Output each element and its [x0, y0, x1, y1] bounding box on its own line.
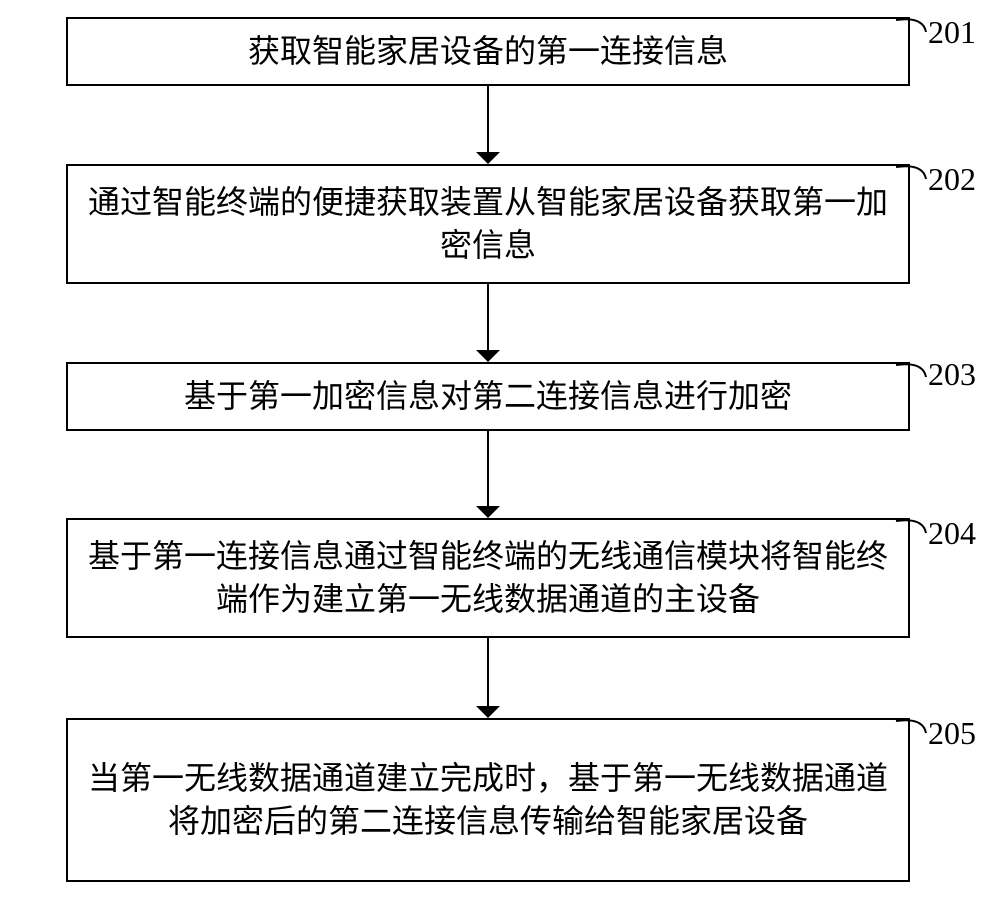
flow-arrow-head-icon [476, 706, 500, 718]
flowchart-canvas: 获取智能家居设备的第一连接信息 201 通过智能终端的便捷获取装置从智能家居设备获取… [0, 0, 1000, 899]
flow-arrow-line [487, 431, 489, 506]
flow-node-label-n2: 202 [928, 161, 976, 198]
flow-node-label-n5: 205 [928, 715, 976, 752]
flow-node-n1: 获取智能家居设备的第一连接信息 [66, 17, 910, 86]
flow-node-n2: 通过智能终端的便捷获取装置从智能家居设备获取第一加密信息 [66, 164, 910, 284]
flow-node-text: 当第一无线数据通道建立完成时，基于第一无线数据通道将加密后的第二连接信息传输给智… [82, 757, 894, 843]
flow-arrow-head-icon [476, 152, 500, 164]
flow-node-text: 基于第一连接信息通过智能终端的无线通信模块将智能终端作为建立第一无线数据通道的主… [82, 535, 894, 621]
flow-arrow-line [487, 86, 489, 152]
flow-node-label-n1: 201 [928, 14, 976, 51]
flow-node-n5: 当第一无线数据通道建立完成时，基于第一无线数据通道将加密后的第二连接信息传输给智… [66, 718, 910, 882]
flow-node-n4: 基于第一连接信息通过智能终端的无线通信模块将智能终端作为建立第一无线数据通道的主… [66, 518, 910, 638]
label-leader-icon [890, 715, 932, 747]
flow-node-text: 基于第一加密信息对第二连接信息进行加密 [184, 375, 792, 418]
label-leader-icon [890, 14, 932, 46]
flow-node-label-n3: 203 [928, 356, 976, 393]
flow-node-label-n4: 204 [928, 515, 976, 552]
flow-arrow-line [487, 284, 489, 350]
flow-arrow-line [487, 638, 489, 706]
flow-arrow-head-icon [476, 350, 500, 362]
label-leader-icon [890, 515, 932, 547]
label-leader-icon [890, 359, 932, 391]
label-leader-icon [890, 161, 932, 193]
flow-node-text: 获取智能家居设备的第一连接信息 [248, 30, 728, 73]
flow-node-n3: 基于第一加密信息对第二连接信息进行加密 [66, 362, 910, 431]
flow-arrow-head-icon [476, 506, 500, 518]
flow-node-text: 通过智能终端的便捷获取装置从智能家居设备获取第一加密信息 [82, 181, 894, 267]
